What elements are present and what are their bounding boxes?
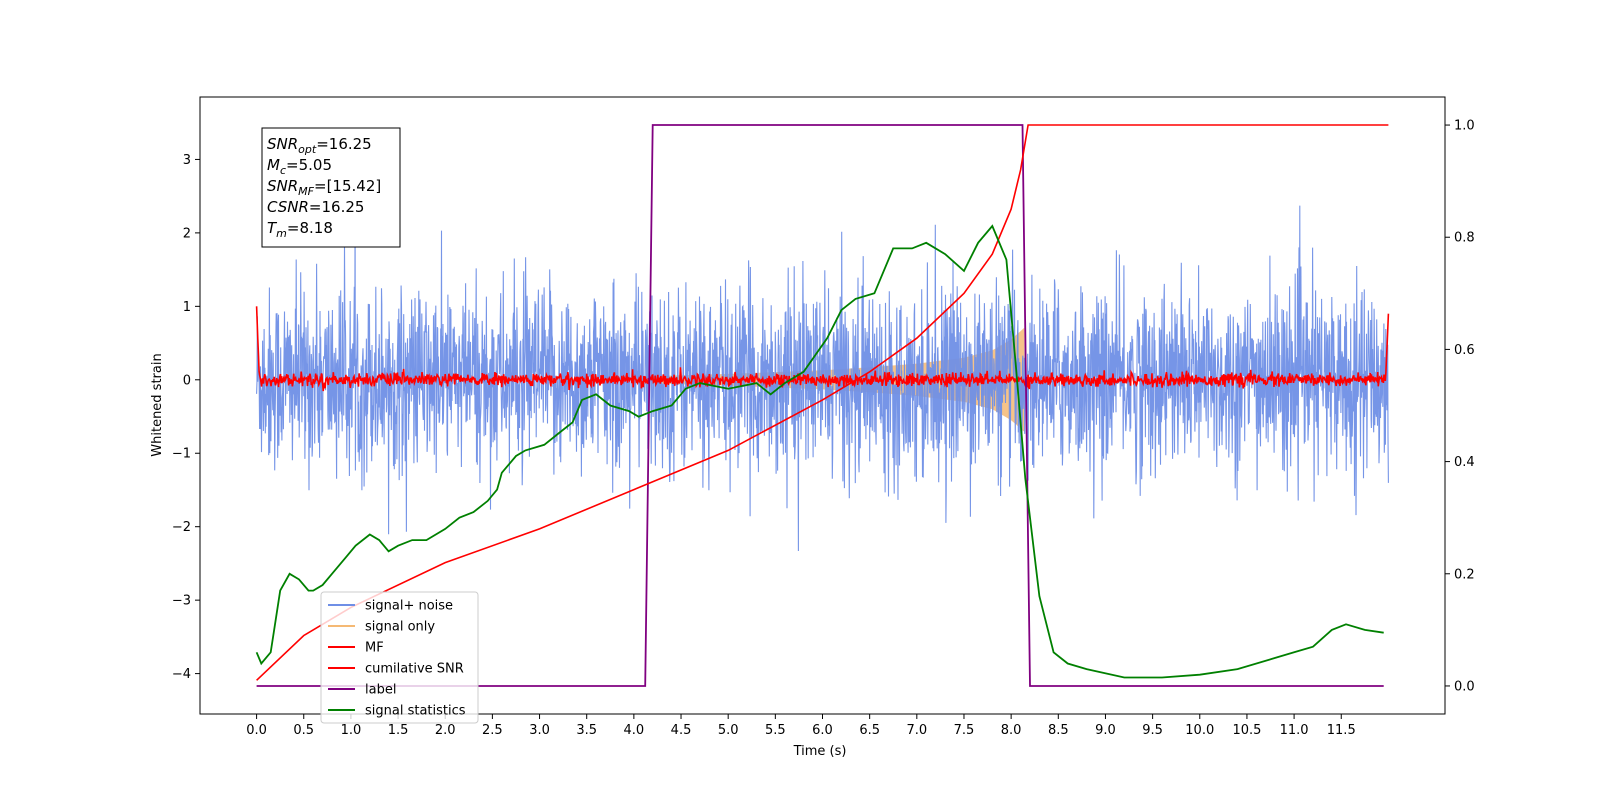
x-tick-label: 11.0 bbox=[1280, 723, 1309, 738]
y-axis-left: 3 2 1 0 −1 −2 −3 −4 bbox=[172, 153, 200, 682]
y2-tick-label: 0.2 bbox=[1454, 567, 1475, 582]
signal-statistics-line bbox=[255, 224, 1384, 679]
cumulative-snr-line bbox=[256, 124, 1389, 681]
x-tick-label: 8.5 bbox=[1048, 723, 1069, 738]
x-tick-label: 11.5 bbox=[1327, 723, 1356, 738]
y-axis-label: Whitened strain bbox=[150, 353, 165, 456]
info-box-frame bbox=[261, 127, 401, 248]
x-axis-label: Time (s) bbox=[793, 744, 847, 759]
y-tick-label: 2 bbox=[183, 226, 191, 241]
x-tick-label: 8.0 bbox=[1001, 723, 1022, 738]
y-axis-right: 1.0 0.8 0.6 0.4 0.2 0.0 bbox=[1445, 119, 1475, 694]
mf-layer bbox=[255, 306, 1390, 392]
x-tick-label: 6.0 bbox=[812, 723, 833, 738]
x-tick-label: 0.0 bbox=[246, 723, 267, 738]
legend-entry: signal+ noise bbox=[365, 599, 453, 614]
info-box-line: CSNR=16.25 bbox=[267, 198, 364, 216]
legend-frame bbox=[320, 591, 479, 724]
y2-tick-label: 0.0 bbox=[1454, 679, 1475, 694]
signal-noise-line bbox=[256, 205, 1389, 552]
x-tick-label: 3.0 bbox=[529, 723, 550, 738]
info-box-line: SNRMF=[15.42] bbox=[267, 177, 381, 198]
x-axis: 0.0 0.5 1.0 1.5 2.0 2.5 3.0 3.5 4.0 4.5 5.0 5.5 6.0 6… bbox=[246, 714, 1356, 738]
label-line bbox=[256, 124, 1384, 687]
y2-tick-label: 0.6 bbox=[1454, 343, 1475, 358]
x-tick-label: 5.0 bbox=[718, 723, 739, 738]
legend-entry: signal statistics bbox=[365, 704, 466, 719]
x-tick-label: 7.0 bbox=[906, 723, 927, 738]
x-tick-label: 10.0 bbox=[1185, 723, 1214, 738]
x-tick-label: 4.0 bbox=[624, 723, 645, 738]
x-tick-label: 7.5 bbox=[954, 723, 975, 738]
y-tick-label: −3 bbox=[172, 594, 191, 609]
y-tick-label: 3 bbox=[183, 153, 191, 168]
y-tick-label: −4 bbox=[172, 667, 191, 682]
y-tick-label: −1 bbox=[172, 447, 191, 462]
legend-entry: cumilative SNR bbox=[365, 662, 464, 677]
legend-entry: MF bbox=[365, 641, 384, 656]
y-tick-label: 0 bbox=[183, 373, 191, 388]
info-box-line: Mc=5.05 bbox=[267, 156, 332, 177]
signal-noise-layer bbox=[256, 205, 1389, 552]
legend: signal+ noise signal only MF cumilative SNR… bbox=[320, 591, 479, 724]
info-box-line: Tm=8.18 bbox=[267, 219, 333, 240]
x-tick-label: 3.5 bbox=[576, 723, 597, 738]
x-tick-label: 10.5 bbox=[1232, 723, 1261, 738]
mf-line bbox=[255, 306, 1390, 392]
y-tick-label: −2 bbox=[172, 520, 191, 535]
y2-tick-label: 0.8 bbox=[1454, 231, 1475, 246]
right-axis-lines-layer bbox=[255, 124, 1389, 687]
x-tick-label: 9.5 bbox=[1142, 723, 1163, 738]
x-tick-label: 5.5 bbox=[765, 723, 786, 738]
plot-area bbox=[255, 124, 1390, 687]
x-tick-label: 2.0 bbox=[435, 723, 456, 738]
legend-entry: label bbox=[365, 683, 396, 698]
x-tick-label: 9.0 bbox=[1095, 723, 1116, 738]
y-tick-label: 1 bbox=[183, 300, 191, 315]
x-tick-label: 6.5 bbox=[859, 723, 880, 738]
x-tick-label: 2.5 bbox=[482, 723, 503, 738]
x-tick-label: 0.5 bbox=[293, 723, 314, 738]
info-box-line: SNRopt=16.25 bbox=[267, 135, 372, 156]
x-tick-label: 1.0 bbox=[341, 723, 362, 738]
info-box: SNRopt=16.25Mc=5.05SNRMF=[15.42]CSNR=16.… bbox=[261, 127, 401, 248]
x-tick-label: 1.5 bbox=[388, 723, 409, 738]
y2-tick-label: 1.0 bbox=[1454, 119, 1475, 134]
y2-tick-label: 0.4 bbox=[1454, 455, 1475, 470]
x-tick-label: 4.5 bbox=[671, 723, 692, 738]
legend-entry: signal only bbox=[365, 620, 435, 635]
